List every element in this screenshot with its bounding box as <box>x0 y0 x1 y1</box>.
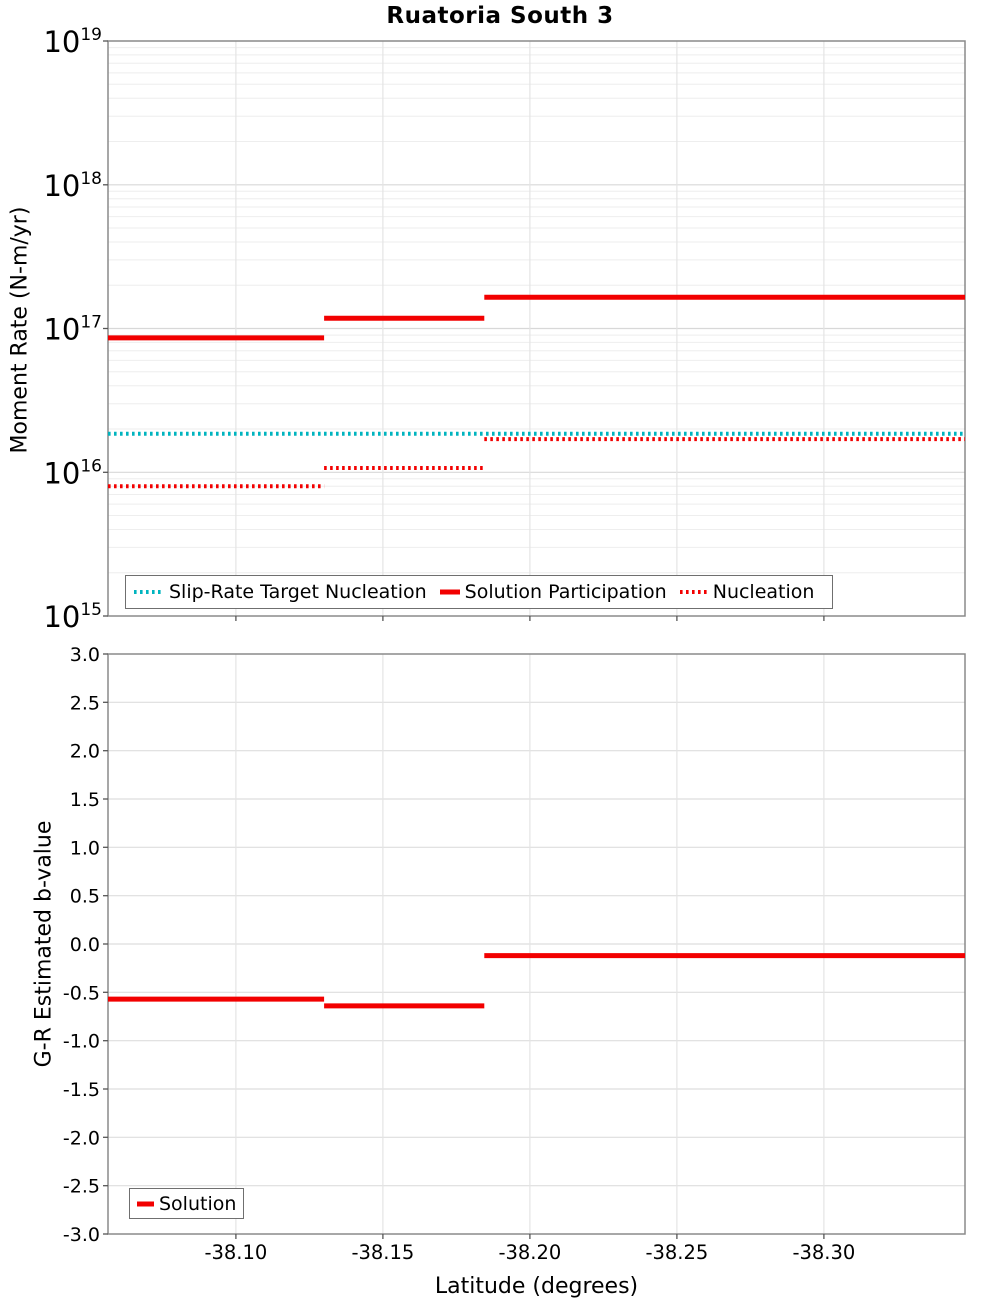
legend-moment-rate: Slip-Rate Target Nucleation Solution Par… <box>125 575 833 609</box>
legend-item-slip-rate-target-nucleation: Slip-Rate Target Nucleation <box>134 581 427 603</box>
ytick-label-10e18: 1018 <box>43 169 102 203</box>
ytick-label--1.5: -1.5 <box>63 1079 100 1101</box>
legend-item-solution: Solution <box>137 1193 236 1215</box>
ytick-label-0.5: 0.5 <box>70 886 100 908</box>
nucleation-line-swatch-icon <box>679 588 708 596</box>
ytick-label-1.0: 1.0 <box>70 837 100 859</box>
xtick-label--38.20: -38.20 <box>498 1241 561 1264</box>
ytick-label-2.5: 2.5 <box>70 692 100 714</box>
ytick-label-2.0: 2.0 <box>70 741 100 763</box>
legend-b-value: Solution <box>129 1188 245 1219</box>
xtick-label--38.30: -38.30 <box>792 1241 855 1264</box>
xtick-label--38.15: -38.15 <box>351 1241 414 1264</box>
ytick-label-1.5: 1.5 <box>70 789 100 811</box>
legend-label-slip-rate-target-nucleation: Slip-Rate Target Nucleation <box>169 581 427 603</box>
y-axis-label-moment-rate: Moment Rate (N-m/yr) <box>7 206 33 454</box>
ytick-label--0.5: -0.5 <box>63 982 100 1004</box>
legend-label-nucleation: Nucleation <box>712 581 815 603</box>
y-axis-label-b-value: G-R Estimated b-value <box>31 820 57 1068</box>
legend-item-nucleation: Nucleation <box>679 581 815 603</box>
ytick-label--3.0: -3.0 <box>63 1224 100 1246</box>
solution-participation-line-swatch-icon <box>439 588 460 596</box>
x-axis-label-latitude: Latitude (degrees) <box>434 1274 639 1299</box>
slip-rate-target-line-swatch-icon <box>134 588 164 596</box>
ytick-label-3.0: 3.0 <box>70 644 100 666</box>
solution-line-swatch-icon <box>137 1200 154 1208</box>
ytick-label--1.0: -1.0 <box>63 1031 100 1053</box>
legend-item-solution-participation: Solution Participation <box>439 581 667 603</box>
ytick-label--2.5: -2.5 <box>63 1176 100 1198</box>
legend-label-solution-participation: Solution Participation <box>464 581 667 603</box>
xtick-label--38.25: -38.25 <box>645 1241 708 1264</box>
ytick-label-0.0: 0.0 <box>70 934 100 956</box>
legend-label-solution: Solution <box>159 1192 237 1215</box>
xtick-label--38.10: -38.10 <box>204 1241 267 1264</box>
chart-title: Ruatoria South 3 <box>386 3 614 29</box>
ytick-label--2.0: -2.0 <box>63 1127 100 1149</box>
